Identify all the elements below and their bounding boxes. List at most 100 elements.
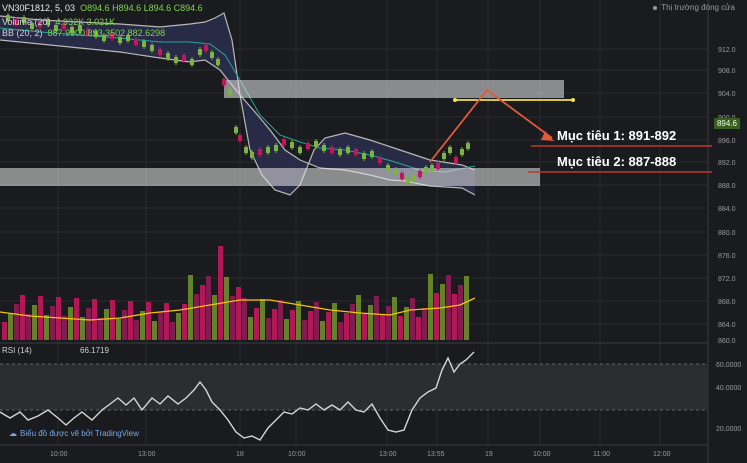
- candle-body: [436, 163, 440, 169]
- time-axis: 10:00 13:00 18 10:00 13:00 13:55 19 10:00 11:00 1…: [50, 451, 671, 458]
- volume-bar: [176, 313, 181, 340]
- candle-body: [134, 39, 138, 45]
- volume-bar: [278, 300, 283, 340]
- volume-bar: [428, 274, 433, 340]
- volume-bar: [284, 319, 289, 340]
- volume-bar: [8, 313, 13, 340]
- bb-legend[interactable]: BB (20, 2) 887.9900 893.3502 882.6298: [2, 28, 165, 38]
- time-tick: 13:00: [379, 451, 397, 458]
- price-tick: 908.0: [718, 68, 736, 75]
- candle-body: [412, 175, 416, 181]
- volume-bar: [338, 322, 343, 340]
- arrow-head: [541, 131, 554, 141]
- status-dot-icon: [653, 5, 658, 10]
- time-tick: 13:00: [138, 451, 156, 458]
- volume-bar: [188, 275, 193, 340]
- price-tick: 860.0: [718, 338, 736, 345]
- volume-bar: [200, 285, 205, 340]
- volume-bar: [464, 276, 469, 340]
- price-tick: 876.0: [718, 253, 736, 260]
- candle-body: [346, 147, 350, 153]
- volume-legend[interactable]: Volume (20) 4.932K 3.021K: [2, 17, 115, 27]
- candle-body: [454, 157, 458, 163]
- candle-body: [394, 169, 398, 175]
- candle-body: [86, 29, 90, 35]
- volume-bar: [128, 301, 133, 340]
- volume-bar: [332, 303, 337, 340]
- time-tick: 10:00: [50, 451, 68, 458]
- bb-label: BB (20, 2): [2, 28, 43, 38]
- candle-body: [158, 49, 162, 55]
- volume-bar: [122, 310, 127, 340]
- volume-bar: [14, 304, 19, 340]
- volume-bar: [374, 296, 379, 340]
- candle-body: [282, 139, 286, 145]
- volume-bar: [44, 315, 49, 340]
- symbol-header[interactable]: VN30F1812, 5, 03 O894.6 H894.6 L894.6 C8…: [2, 3, 203, 13]
- volume-bars: [2, 246, 469, 340]
- candle-body: [216, 59, 220, 65]
- candle-body: [228, 89, 232, 95]
- candle-body: [182, 55, 186, 61]
- target-2-label: Mục tiêu 2: 887-888: [557, 154, 677, 169]
- time-tick: 13:55: [427, 451, 445, 458]
- time-tick: 19: [485, 451, 493, 458]
- volume-bar: [434, 293, 439, 340]
- volume-bar: [26, 314, 31, 340]
- time-tick: 10:00: [533, 451, 551, 458]
- candle-body: [406, 177, 410, 183]
- candle-body: [378, 157, 382, 163]
- volume-bar: [86, 308, 91, 340]
- volume-bar: [392, 297, 397, 340]
- candle-body: [430, 165, 434, 171]
- tradingview-logo-icon: ☁: [9, 429, 17, 438]
- candle-body: [362, 153, 366, 159]
- candlesticks: [6, 13, 470, 185]
- tradingview-watermark[interactable]: ☁ Biểu đồ được vẽ bởi TradingView: [9, 429, 139, 438]
- volume-bar: [110, 300, 115, 340]
- candle-body: [448, 147, 452, 153]
- time-tick: 10:00: [288, 451, 306, 458]
- volume-bar: [350, 304, 355, 340]
- candle-body: [30, 23, 34, 29]
- volume-bar: [140, 311, 145, 340]
- candle-body: [400, 173, 404, 179]
- volume-bar: [206, 276, 211, 340]
- candle-body: [198, 49, 202, 55]
- volume-bar: [290, 310, 295, 340]
- candle-body: [424, 167, 428, 173]
- price-tick: 912.0: [718, 47, 736, 54]
- rsi-line: [0, 351, 475, 441]
- volume-bar: [272, 309, 277, 340]
- candle-body: [354, 149, 358, 155]
- volume-values: 4.932K 3.021K: [55, 17, 116, 27]
- volume-bar: [116, 319, 121, 340]
- volume-bar: [260, 299, 265, 340]
- candle-body: [238, 135, 242, 141]
- volume-bar: [194, 294, 199, 340]
- candle-body: [274, 145, 278, 151]
- time-tick: 18: [236, 451, 244, 458]
- candle-body: [370, 151, 374, 157]
- volume-bar: [416, 317, 421, 340]
- candle-body: [418, 171, 422, 177]
- rsi-label[interactable]: RSI (14): [2, 346, 32, 355]
- candle-body: [70, 27, 74, 33]
- candle-body: [94, 31, 98, 37]
- candle-body: [338, 149, 342, 155]
- candle-body: [62, 23, 66, 29]
- volume-bar: [404, 307, 409, 340]
- volume-bar: [170, 322, 175, 340]
- rsi-tick: 40.0000: [716, 385, 741, 392]
- volume-bar: [368, 305, 373, 340]
- price-tick: 888.0: [718, 183, 736, 190]
- candle-body: [290, 142, 294, 148]
- volume-bar: [20, 295, 25, 340]
- price-axis: 912.0908.0904.0900.0896.0892.0888.0884.0…: [718, 47, 736, 345]
- volume-bar: [224, 277, 229, 340]
- price-tick: 880.0: [718, 230, 736, 237]
- volume-bar: [326, 312, 331, 340]
- volume-bar: [362, 314, 367, 340]
- market-status: Thị trường đóng cửa: [653, 3, 735, 12]
